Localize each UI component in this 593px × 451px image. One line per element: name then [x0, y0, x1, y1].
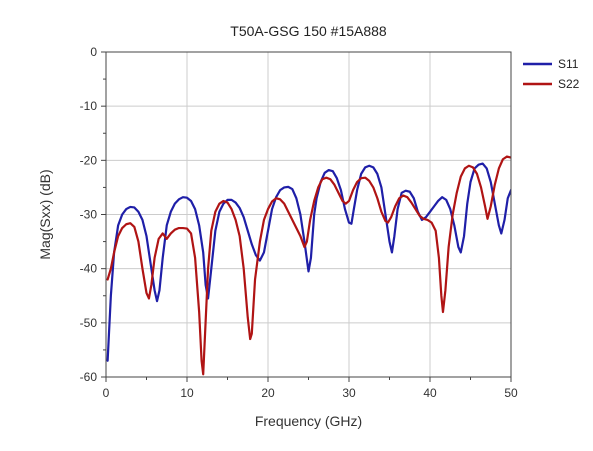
y-tick-label: -30: [80, 208, 98, 222]
x-tick-label: 20: [261, 386, 275, 400]
grid: [106, 52, 511, 377]
y-axis-title: Mag(Sxx) (dB): [37, 169, 53, 259]
x-tick-label: 0: [103, 386, 110, 400]
series-line-s11: [106, 162, 511, 362]
legend-label-s11: S11: [558, 57, 579, 71]
y-tick-label: -20: [80, 153, 98, 167]
series-lines: [106, 155, 511, 376]
x-axis-title: Frequency (GHz): [255, 413, 362, 429]
y-tick-label: -40: [80, 262, 98, 276]
chart-title: T50A-GSG 150 #15A888: [230, 23, 387, 39]
axis-ticks: 0 10 20 30 40 50 0 -10 -20 -30 -40 -50 -60: [80, 45, 518, 400]
y-tick-label: -60: [80, 370, 98, 384]
x-tick-label: 40: [423, 386, 437, 400]
y-tick-label: -50: [80, 316, 98, 330]
x-tick-label: 10: [180, 386, 194, 400]
y-tick-label: 0: [90, 45, 97, 59]
x-tick-label: 30: [342, 386, 356, 400]
x-tick-label: 50: [504, 386, 518, 400]
legend-label-s22: S22: [558, 77, 580, 91]
y-tick-label: -10: [80, 99, 98, 113]
series-line-s22: [106, 155, 511, 376]
